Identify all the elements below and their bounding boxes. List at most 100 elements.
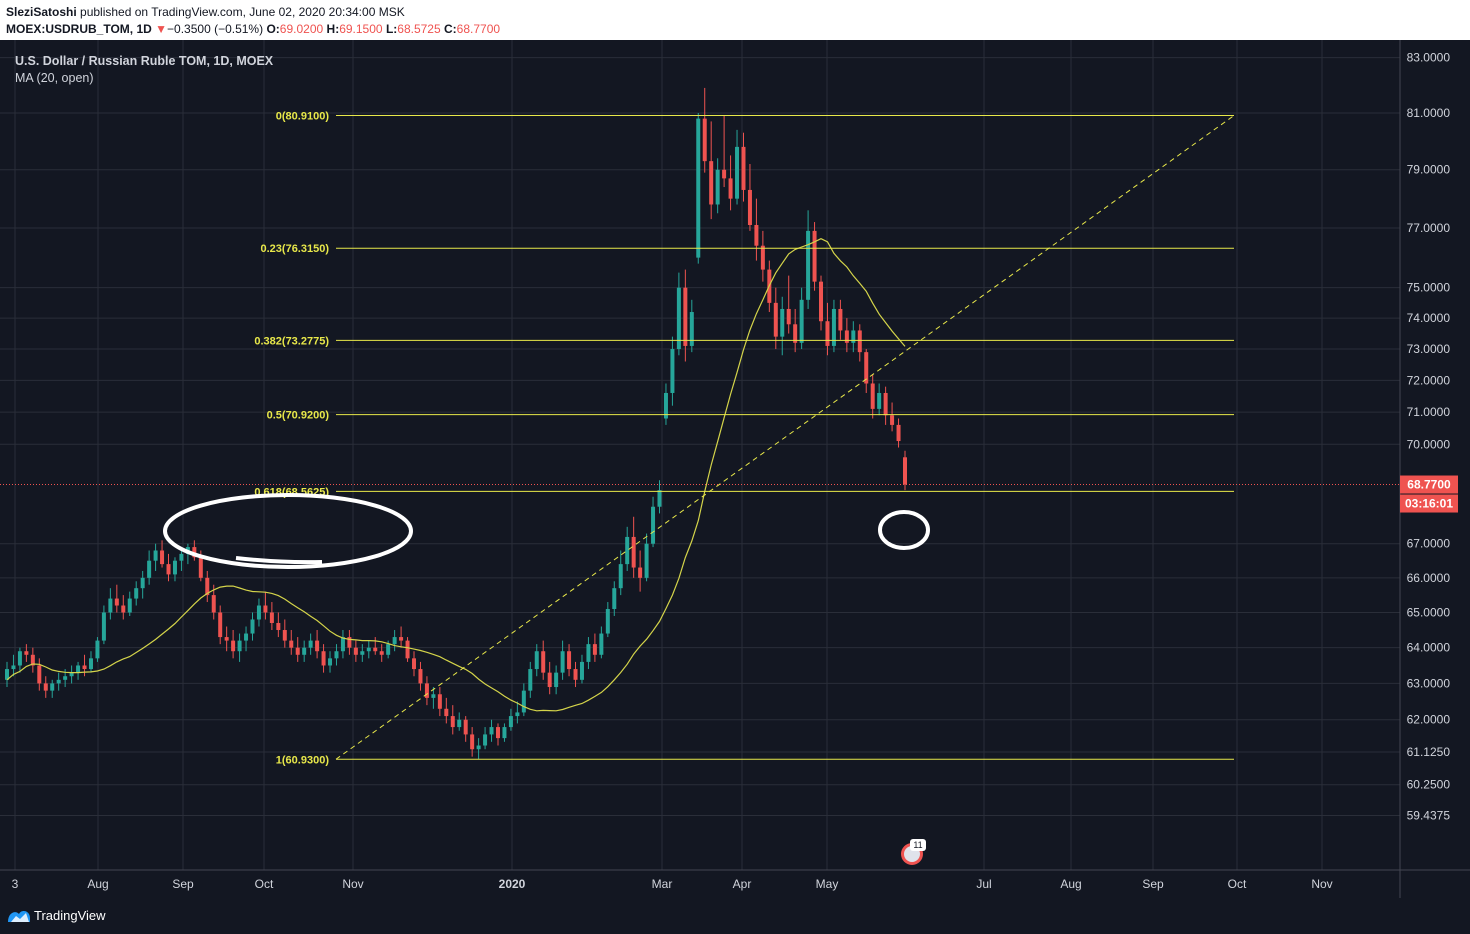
y-tick-label: 72.0000: [1407, 373, 1451, 387]
candle-body: [114, 598, 119, 606]
footer-brand[interactable]: TradingView: [34, 908, 106, 923]
candle-body: [315, 640, 320, 652]
candle-body: [903, 457, 907, 485]
candle-body: [412, 658, 417, 670]
candle-body: [276, 622, 281, 631]
candle-body: [657, 490, 662, 507]
low-value: 68.5725: [397, 22, 441, 36]
candle-body: [709, 161, 714, 205]
candle-body: [418, 669, 423, 684]
candle-body: [799, 299, 804, 343]
annotation-underline[interactable]: [235, 556, 323, 565]
legend-title[interactable]: U.S. Dollar / Russian Ruble TOM, 1D, MOE…: [15, 54, 274, 68]
annotation-ellipse[interactable]: [163, 493, 413, 569]
candle-body: [399, 637, 404, 641]
candle-body: [108, 598, 113, 613]
y-tick-label: 67.0000: [1407, 537, 1451, 551]
candle-body: [502, 727, 507, 739]
candle-body: [851, 330, 856, 343]
y-tick-label: 70.0000: [1407, 437, 1451, 451]
y-tick-label: 75.0000: [1407, 281, 1451, 295]
candle-body: [741, 146, 746, 190]
candle-body: [353, 647, 358, 655]
candle-body: [437, 694, 442, 709]
candle-body: [179, 553, 184, 561]
candle-body: [541, 651, 546, 673]
candle-body: [160, 550, 165, 565]
candle-body: [605, 608, 610, 634]
candle-body: [754, 225, 759, 246]
x-tick-label: Sep: [172, 877, 194, 891]
candle-body: [483, 734, 488, 746]
author-name[interactable]: SleziSatoshi: [6, 5, 77, 19]
candle-body: [793, 324, 798, 343]
candle-body: [69, 672, 74, 677]
candle-body: [328, 658, 333, 666]
x-tick-label: 2020: [499, 877, 526, 891]
candle-body: [63, 676, 68, 680]
price-chart[interactable]: 3 Aug Sep Oct Nov 2020 Mar Apr May Jul Aug Sep Oct No…: [0, 40, 1470, 898]
candle-body: [735, 146, 740, 199]
publish-line: SleziSatoshi published on TradingView.co…: [6, 5, 405, 19]
fib-level-label: 0.23(76.3150): [261, 243, 330, 255]
candle-body: [825, 321, 830, 346]
high-value: 69.1500: [339, 22, 383, 36]
last-price-tag: [1400, 475, 1458, 494]
candle-body: [101, 612, 106, 641]
candle-body: [431, 694, 436, 698]
candle-body: [599, 633, 604, 655]
annotation-circle[interactable]: [878, 510, 930, 550]
candle-body: [405, 640, 410, 659]
candle-body: [612, 588, 617, 609]
candle-body: [269, 612, 274, 623]
candle-body: [244, 633, 249, 641]
x-tick-label: Mar: [652, 877, 673, 891]
candle-body: [289, 640, 294, 648]
legend-indicator[interactable]: MA (20, open): [15, 71, 94, 85]
candle-body: [256, 605, 261, 620]
symbol-label: MOEX:USDRUB_TOM, 1D: [6, 22, 152, 36]
candle-body: [696, 118, 701, 258]
candle-body: [567, 651, 572, 670]
candle-body: [463, 719, 468, 735]
candle-body: [302, 647, 307, 655]
tradingview-logo-icon: [8, 910, 30, 922]
candle-body: [166, 564, 171, 575]
publish-header: SleziSatoshi published on TradingView.co…: [0, 0, 1470, 40]
candle-body: [644, 543, 649, 578]
candle-body: [877, 392, 882, 409]
candle-body: [250, 619, 255, 634]
candle-body: [547, 672, 552, 688]
x-tick-label: Apr: [733, 877, 752, 891]
candle-body: [11, 665, 16, 670]
x-tick-label: Sep: [1142, 877, 1164, 891]
candle-body: [56, 679, 61, 684]
candle-body: [147, 560, 152, 578]
y-tick-label: 83.0000: [1407, 51, 1451, 65]
fib-trend-line[interactable]: [335, 115, 1235, 760]
candle-body: [521, 690, 526, 713]
candle-body: [870, 383, 875, 409]
x-tick-label: Jul: [976, 877, 991, 891]
candle-body: [153, 550, 158, 561]
high-label: H:: [326, 22, 340, 36]
candle-body: [263, 605, 268, 613]
candle-body: [37, 665, 42, 684]
candle-body: [683, 287, 688, 346]
candle-body: [476, 745, 481, 750]
candle-body: [17, 651, 22, 666]
candle-body: [838, 308, 843, 331]
countdown-value: 03:16:01: [1405, 497, 1453, 511]
candle-body: [663, 392, 668, 419]
y-tick-label: 65.0000: [1407, 605, 1451, 619]
candle-body: [586, 644, 591, 662]
candle-body: [76, 665, 81, 673]
candle-body: [651, 506, 656, 544]
candle-body: [366, 647, 371, 652]
fib-level-label: 0(80.9100): [276, 111, 330, 123]
candle-body: [282, 630, 287, 641]
candle-body: [890, 415, 895, 425]
x-tick-label: Aug: [1060, 877, 1081, 891]
candle-body: [831, 308, 836, 346]
candle-body: [140, 577, 145, 589]
